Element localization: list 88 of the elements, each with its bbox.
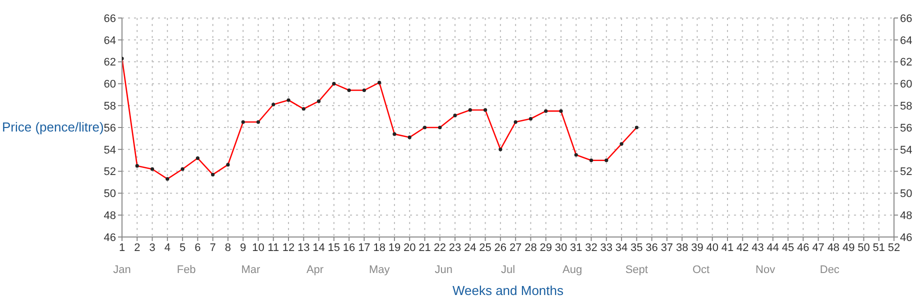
x-tick-label: 16 [342, 242, 356, 254]
x-tick-label: 9 [240, 242, 246, 254]
x-tick-label: 7 [210, 242, 216, 254]
x-tick-label: 2 [134, 242, 140, 254]
y2-tick-label: 50 [900, 188, 912, 200]
x-tick-label: 15 [328, 242, 340, 254]
x-tick-label: 3 [149, 242, 156, 254]
x-tick-label: 32 [585, 242, 598, 254]
x-tick-label: 31 [570, 242, 582, 254]
x-tick-label: 27 [509, 242, 522, 254]
x-tick-label: 51 [872, 242, 885, 254]
x-tick-label: 52 [888, 242, 900, 254]
x-tick-label: 40 [706, 242, 718, 254]
x-tick-label: 42 [736, 242, 749, 254]
x-tick-label: 12 [282, 242, 295, 254]
x-tick-label: 20 [403, 242, 416, 254]
x-tick-label: 44 [766, 242, 780, 254]
x-tick-label: 6 [194, 242, 201, 254]
text: Nov [756, 264, 776, 276]
text: Mar [241, 264, 260, 276]
text: Feb [176, 264, 196, 276]
x-tick-label: 48 [827, 242, 840, 254]
y-tick-label: 56 [104, 122, 116, 134]
y2-tick-label: 52 [900, 166, 912, 178]
x-tick-label: 22 [434, 242, 446, 254]
y2-tick-label: 60 [900, 78, 912, 91]
y2-tick-label: 46 [900, 232, 912, 244]
x-tick-label: 18 [373, 242, 386, 254]
x-tick-label: 28 [524, 242, 537, 254]
x-tick-label: 10 [252, 242, 264, 254]
y2-tick-label: 66 [900, 12, 912, 25]
x-tick-label: 21 [418, 242, 431, 254]
x-tick-label: 41 [721, 242, 734, 254]
x-tick-label: 49 [842, 242, 855, 254]
y2-tick-label: 48 [900, 210, 912, 222]
text: Sept [625, 264, 648, 276]
x-tick-label: 29 [540, 242, 552, 254]
y-tick-label: 66 [104, 12, 116, 25]
y-axis-title: Price (pence/litre) [2, 120, 104, 134]
y-tick-label: 58 [104, 100, 116, 113]
text: Aug [562, 264, 582, 276]
x-tick-label: 35 [630, 242, 643, 254]
y2-tick-label: 58 [900, 100, 912, 113]
x-tick-label: 8 [224, 242, 232, 254]
x-tick-label: 30 [554, 242, 568, 254]
y-tick-label: 60 [104, 78, 116, 91]
x-tick-label: 38 [676, 242, 688, 254]
x-tick-label: 26 [494, 242, 507, 254]
y-tick-label: 64 [104, 34, 116, 47]
text: May [368, 264, 390, 276]
text: Jul [500, 264, 516, 276]
x-tick-label: 19 [388, 242, 401, 254]
x-tick-label: 43 [752, 242, 764, 254]
x-tick-label: 4 [164, 242, 170, 254]
x-tick-label: 39 [691, 242, 704, 254]
x-tick-label: 37 [660, 242, 674, 254]
x-tick-label: 47 [812, 242, 824, 254]
text: Dec [820, 264, 840, 276]
x-tick-label: 33 [600, 242, 613, 254]
x-tick-label: 46 [797, 242, 810, 254]
y-tick-label: 62 [104, 56, 116, 69]
y-tick-label: 46 [104, 232, 116, 244]
x-tick-label: 36 [646, 242, 658, 254]
x-tick-label: 24 [464, 242, 476, 254]
y2-tick-label: 54 [900, 144, 912, 156]
y-tick-label: 52 [104, 166, 116, 178]
y-tick-label: 54 [104, 144, 116, 156]
y-tick-label: 50 [104, 188, 116, 200]
x-tick-label: 1 [118, 242, 126, 254]
x-tick-label: 45 [782, 242, 794, 254]
x-tick-label: 25 [479, 242, 492, 254]
x-tick-label: 5 [179, 242, 186, 254]
y2-tick-label: 62 [900, 56, 912, 69]
x-tick-label: 50 [858, 242, 870, 254]
text: Jun [434, 264, 453, 276]
x-tick-label: 17 [358, 242, 370, 254]
y2-tick-label: 56 [900, 122, 912, 134]
x-tick-label: 13 [298, 242, 310, 254]
y2-tick-label: 64 [900, 34, 912, 47]
text: Apr [306, 264, 324, 276]
y-tick-label: 48 [104, 210, 116, 222]
x-tick-label: 23 [448, 242, 462, 254]
x-tick-label: 34 [615, 242, 628, 254]
text: Oct [692, 264, 710, 276]
text: Jan [113, 264, 131, 276]
x-axis-title: Weeks and Months [452, 283, 564, 298]
x-tick-label: 14 [312, 242, 325, 254]
x-tick-label: 11 [268, 242, 280, 254]
